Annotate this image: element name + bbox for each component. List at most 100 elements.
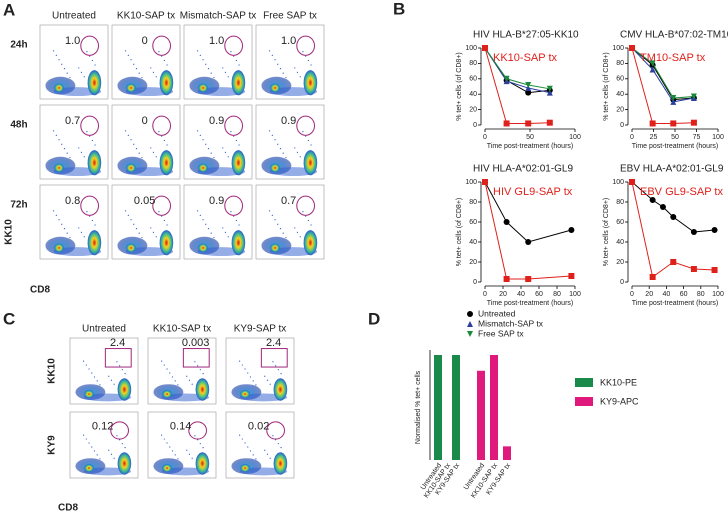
row-label: KY9 (47, 435, 58, 455)
data-point (525, 120, 532, 127)
event (166, 64, 168, 66)
cd8-population (273, 452, 288, 475)
event (138, 232, 140, 234)
data-point (568, 273, 575, 279)
data-point (546, 85, 553, 92)
event (96, 454, 98, 456)
chart-title: CMV HLA-B*07:02-TM10 (620, 30, 728, 41)
y-axis-label: % tet+ cells (of CD8+) (456, 52, 463, 120)
event (177, 384, 179, 386)
event (88, 368, 90, 370)
x-tick-label: 50 (526, 134, 534, 141)
cd8-population (159, 150, 174, 176)
event (239, 360, 241, 362)
data-point (649, 274, 656, 280)
event (194, 361, 196, 363)
event (53, 130, 55, 132)
event (80, 151, 83, 153)
bar (503, 446, 511, 460)
data-point (503, 276, 510, 282)
gate-value: 0.9 (281, 115, 296, 127)
data-point (690, 93, 697, 100)
data-point (629, 179, 635, 185)
series-line (631, 47, 694, 124)
y-tick-label: 20 (616, 106, 624, 113)
y-tick-label: 60 (616, 76, 624, 83)
event (280, 373, 282, 375)
y-tick-label: 60 (469, 76, 477, 83)
event (61, 63, 63, 65)
event (227, 156, 229, 158)
cd8-population (159, 230, 174, 256)
legend-marker (467, 331, 473, 337)
event (302, 51, 304, 53)
event (91, 446, 93, 448)
event (166, 224, 168, 226)
column-header: Free SAP tx (263, 11, 317, 22)
event (152, 71, 155, 73)
cd8-population (231, 70, 246, 96)
event (135, 228, 138, 230)
legend-marker (467, 321, 473, 327)
event (141, 236, 143, 239)
cd8-core (54, 243, 64, 253)
x-tick-label: 0 (483, 134, 487, 141)
gate (152, 35, 171, 56)
x-tick-label: 40 (663, 291, 671, 298)
gate-value: 0.14 (170, 420, 191, 432)
x-tick-label: 100 (569, 134, 581, 141)
event (269, 130, 271, 132)
event (307, 59, 309, 62)
event (249, 450, 252, 452)
gate (188, 421, 207, 440)
x-axis-label: Time post-treatment (hours) (487, 300, 574, 307)
event (94, 224, 96, 226)
event (155, 236, 157, 238)
event (91, 372, 93, 374)
event (285, 156, 287, 159)
event (174, 454, 176, 456)
x-tick-label: 40 (517, 291, 525, 298)
event (83, 360, 85, 362)
event (302, 131, 304, 133)
y-tick-label: 0 (473, 279, 477, 286)
event (150, 67, 152, 69)
y-axis-label: % tet+ cells (of CD8+) (456, 198, 463, 266)
cd8-population (87, 230, 102, 256)
event (135, 68, 138, 70)
gate-value: 0.7 (281, 195, 296, 207)
x-tick-label: 80 (553, 291, 561, 298)
x-axis-label: Time post-treatment (hours) (632, 300, 719, 307)
series-line (631, 47, 695, 103)
event (53, 210, 55, 212)
event (222, 67, 224, 69)
event (264, 449, 266, 451)
event (158, 51, 160, 53)
event (116, 361, 118, 363)
gate (80, 115, 99, 136)
event (55, 54, 57, 56)
panel-label: C (3, 309, 15, 328)
event (199, 54, 201, 56)
gate (110, 421, 129, 440)
y-tick-label: 100 (465, 45, 477, 52)
event (66, 232, 68, 234)
event (202, 219, 204, 221)
data-point (690, 266, 697, 272)
event (299, 156, 301, 158)
series-label: HIV GL9-SAP tx (493, 186, 573, 198)
event (130, 139, 132, 141)
event (252, 454, 254, 456)
event (296, 71, 299, 73)
panel-label: A (3, 0, 15, 19)
event (296, 151, 299, 153)
panel-label: B (393, 0, 405, 18)
gate (296, 195, 315, 216)
event (235, 59, 237, 62)
event (130, 59, 132, 61)
data-point (649, 120, 656, 127)
data-point (546, 119, 553, 126)
event (124, 447, 126, 449)
event (277, 443, 279, 445)
event (125, 130, 127, 132)
